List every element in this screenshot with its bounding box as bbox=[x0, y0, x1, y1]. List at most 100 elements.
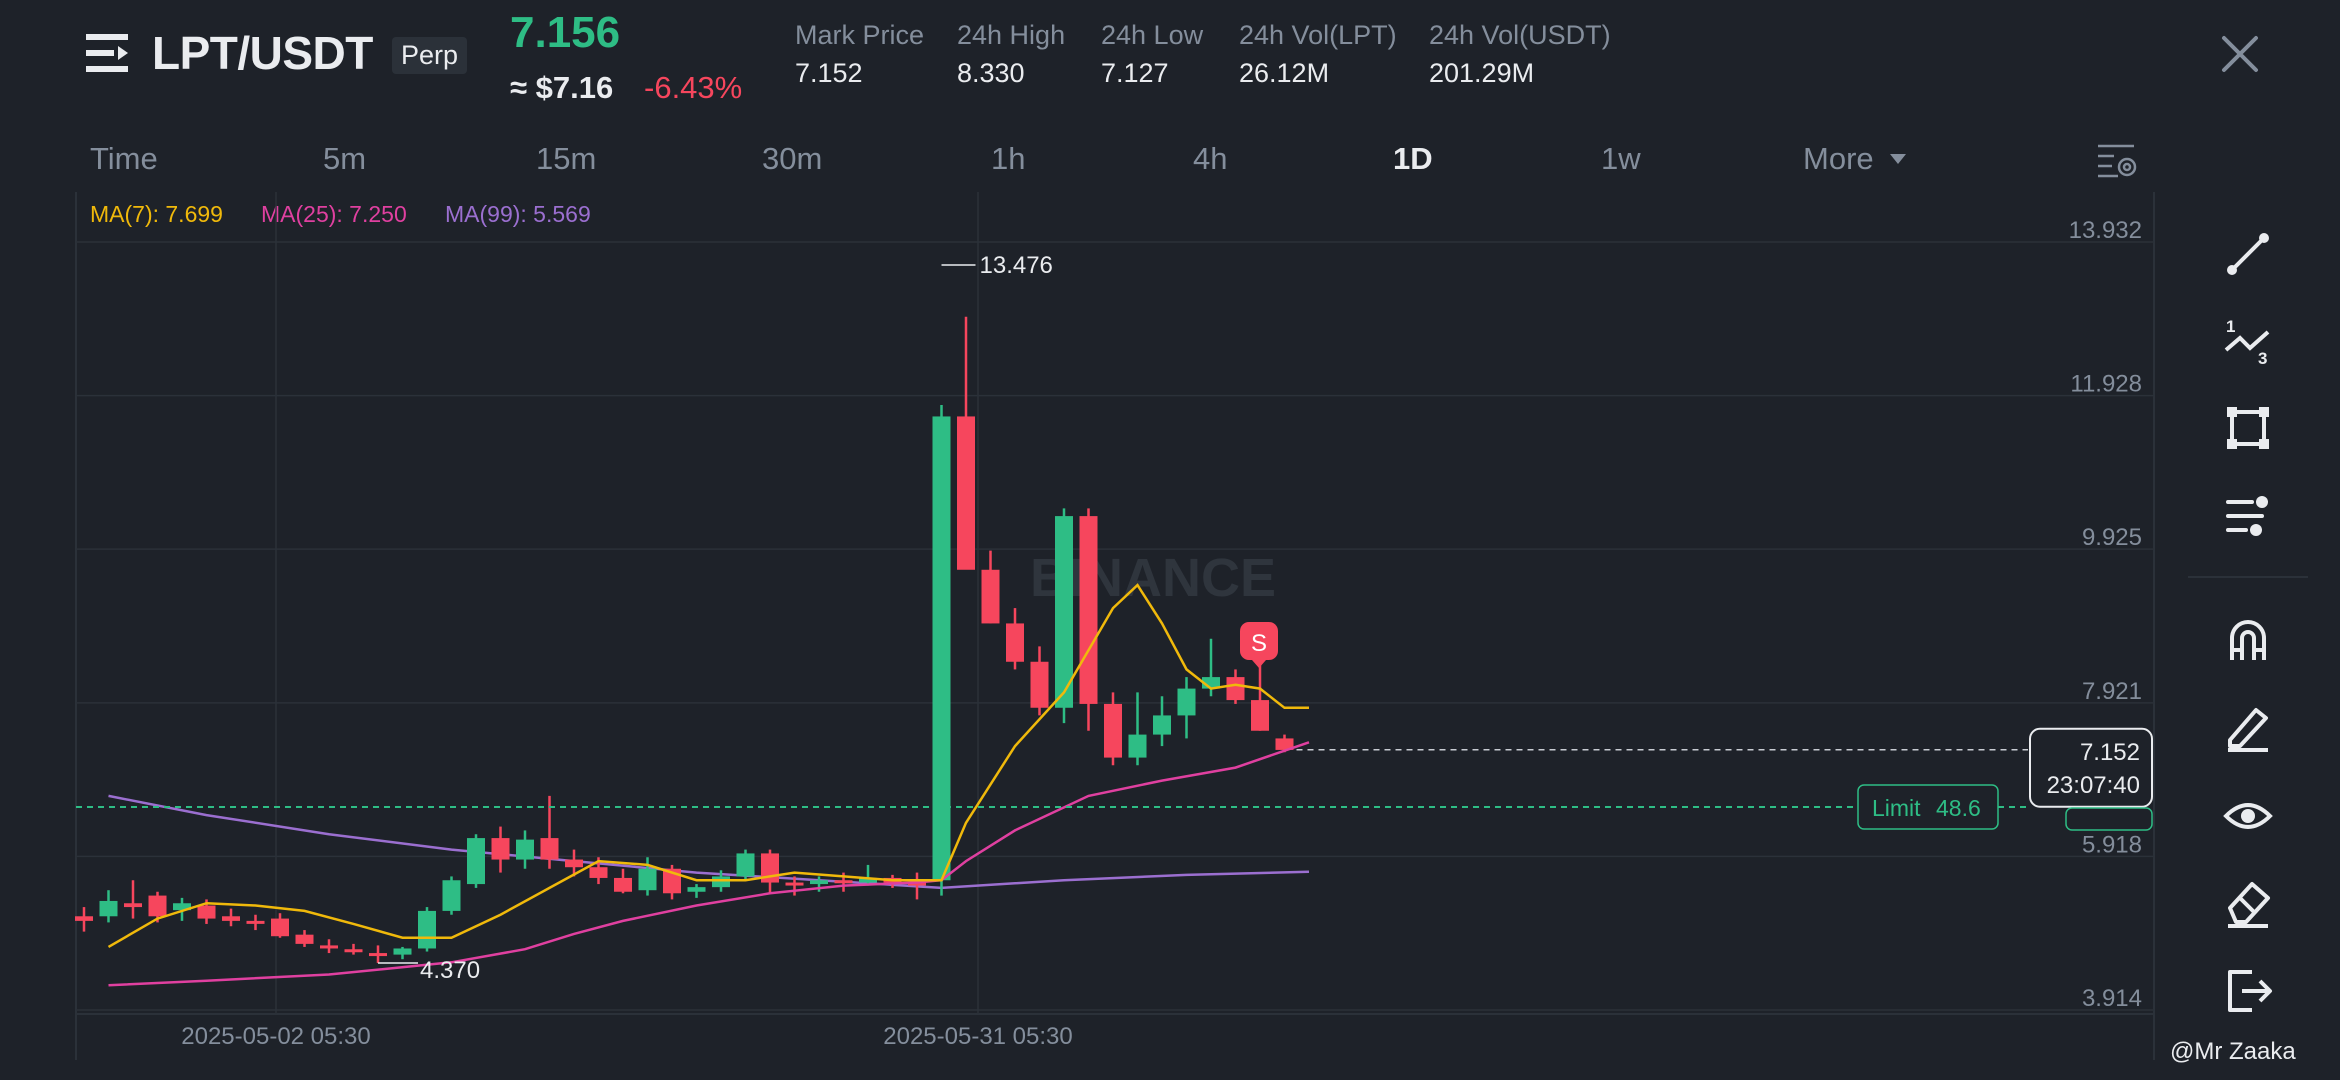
ma25-label: MA(25): 7.250 bbox=[261, 201, 407, 227]
candle-body bbox=[491, 838, 510, 860]
trend-line-icon[interactable] bbox=[2222, 228, 2274, 280]
eye-icon[interactable] bbox=[2222, 790, 2274, 842]
candle-body bbox=[957, 416, 975, 570]
candle-body bbox=[75, 916, 93, 921]
limit-order-tag bbox=[1857, 784, 1999, 830]
menu-icon[interactable] bbox=[84, 30, 132, 78]
candle-body bbox=[810, 880, 828, 885]
low-marker-label: 4.370 bbox=[420, 957, 480, 984]
mark-price-value: 7.152 bbox=[795, 58, 863, 88]
pencil-icon[interactable] bbox=[2222, 700, 2274, 752]
candle-body bbox=[1079, 516, 1098, 704]
svg-text:1: 1 bbox=[2226, 317, 2235, 336]
tab-1w[interactable]: 1w bbox=[1601, 141, 1641, 176]
candle-body bbox=[1226, 677, 1245, 701]
candle-body bbox=[467, 838, 485, 885]
y-tick-label: 11.928 bbox=[2070, 371, 2142, 398]
tab-15m[interactable]: 15m bbox=[536, 141, 597, 176]
candle-body bbox=[271, 918, 289, 937]
ma25-line bbox=[108, 741, 1310, 987]
candle-body bbox=[1030, 661, 1049, 708]
tool-divider bbox=[2188, 576, 2308, 578]
candle-body bbox=[1153, 715, 1171, 735]
candle-body bbox=[222, 916, 240, 921]
close-icon[interactable] bbox=[2218, 32, 2262, 76]
candle-body bbox=[736, 853, 755, 877]
tab-30m[interactable]: 30m bbox=[762, 141, 823, 176]
pair-title[interactable]: LPT/USDT bbox=[152, 27, 373, 79]
high-marker-label: 13.476 bbox=[980, 252, 1053, 279]
mark-price-label: Mark Price bbox=[795, 20, 925, 50]
candle-body bbox=[1177, 688, 1196, 716]
current-price-tag bbox=[2029, 727, 2153, 808]
candle-body bbox=[1104, 703, 1122, 758]
24h-vol-usdt-value: 201.29M bbox=[1429, 58, 1535, 88]
approx-usd-price: ≈ $7.16 bbox=[510, 70, 614, 105]
caret-down-icon[interactable] bbox=[1888, 152, 1908, 166]
candle-body bbox=[173, 903, 191, 911]
candle-body bbox=[687, 887, 706, 892]
candle-body bbox=[246, 920, 265, 924]
candle-body bbox=[418, 910, 436, 949]
candle-body bbox=[393, 948, 412, 955]
candle-body bbox=[565, 859, 583, 868]
ma7-label: MA(7): 7.699 bbox=[90, 201, 223, 227]
candle-body bbox=[1202, 677, 1220, 689]
chart-settings-icon[interactable] bbox=[2096, 140, 2138, 180]
ma7-line bbox=[107, 583, 1309, 948]
candle-body bbox=[1251, 700, 1269, 731]
tab-4h[interactable]: 4h bbox=[1193, 141, 1228, 176]
contract-type-badge: Perp bbox=[392, 37, 468, 74]
magnet-icon[interactable] bbox=[2222, 614, 2274, 666]
candle-body bbox=[344, 949, 363, 953]
candle-body bbox=[99, 900, 118, 917]
candle-body bbox=[712, 876, 730, 888]
svg-text:3: 3 bbox=[2258, 349, 2267, 366]
current-price-value: 7.152 bbox=[2080, 739, 2140, 766]
candle-body bbox=[638, 868, 657, 891]
candle-body bbox=[442, 880, 461, 911]
candle-body bbox=[295, 934, 314, 944]
candle-body bbox=[614, 877, 632, 892]
ma99-label: MA(99): 5.569 bbox=[445, 201, 591, 227]
author-credit: @Mr Zaaka bbox=[2170, 1038, 2296, 1065]
candle-body bbox=[859, 877, 877, 883]
tab-1h[interactable]: 1h bbox=[991, 141, 1026, 176]
y-tick-label: 9.925 bbox=[2082, 524, 2142, 551]
sell-signal-pointer bbox=[1252, 660, 1266, 668]
candle-body bbox=[589, 867, 608, 878]
eraser-icon[interactable] bbox=[2222, 876, 2274, 928]
tab-time[interactable]: Time bbox=[90, 141, 158, 176]
sell-signal-label: S bbox=[1251, 630, 1267, 657]
candle-body bbox=[148, 895, 167, 917]
countdown-timer: 23:07:40 bbox=[2047, 772, 2140, 799]
24h-low-label: 24h Low bbox=[1101, 20, 1204, 50]
candle-body bbox=[1006, 623, 1024, 662]
candle-body bbox=[1055, 516, 1073, 708]
24h-vol-lpt-value: 26.12M bbox=[1239, 58, 1330, 88]
24h-high-value: 8.330 bbox=[957, 58, 1025, 88]
ma99-line bbox=[108, 794, 1310, 890]
y-tick-label: 3.914 bbox=[2082, 985, 2142, 1012]
candle-body bbox=[1128, 734, 1147, 758]
rectangle-icon[interactable] bbox=[2222, 402, 2274, 454]
limit-order-axis-tag bbox=[2065, 807, 2153, 831]
price-chart[interactable]: 13.932 11.928 9.925 7.921 5.918 3.914 2025-05-… bbox=[0, 0, 2160, 1080]
tab-5m[interactable]: 5m bbox=[323, 141, 367, 176]
x-tick-label: 2025-05-31 05:30 bbox=[883, 1023, 1073, 1050]
tab-more[interactable]: More bbox=[1803, 141, 1874, 176]
price-change-percent: -6.43% bbox=[644, 70, 743, 105]
candle-body bbox=[1275, 738, 1294, 750]
candle-body bbox=[516, 839, 534, 860]
candle-body bbox=[540, 838, 559, 860]
24h-high-label: 24h High bbox=[957, 20, 1066, 50]
y-tick-label: 7.921 bbox=[2082, 678, 2142, 705]
24h-low-value: 7.127 bbox=[1101, 58, 1169, 88]
y-tick-label: 5.918 bbox=[2082, 831, 2142, 858]
sell-signal-badge bbox=[1240, 622, 1278, 660]
tab-1d[interactable]: 1D bbox=[1393, 141, 1433, 176]
exit-icon[interactable] bbox=[2222, 964, 2274, 1016]
fibonacci-icon[interactable]: 1 3 bbox=[2222, 314, 2274, 366]
candle-body bbox=[320, 945, 338, 949]
indicator-settings-icon[interactable] bbox=[2222, 490, 2274, 542]
